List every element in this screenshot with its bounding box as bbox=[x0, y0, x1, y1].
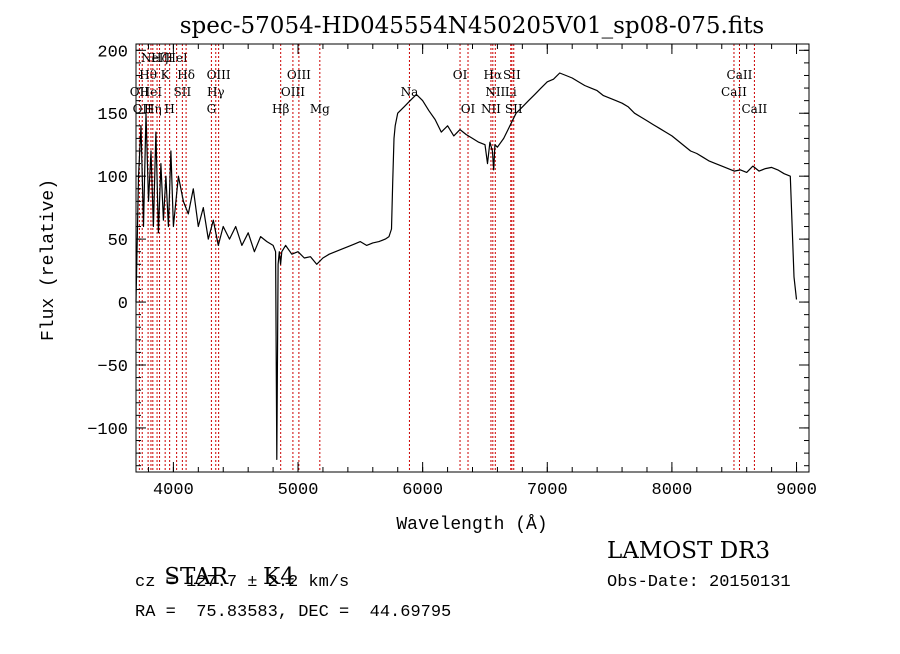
marker-label-29: CaII bbox=[727, 68, 753, 82]
x-tick-label: 9000 bbox=[776, 481, 817, 500]
y-tick-label: −50 bbox=[97, 358, 128, 377]
observation-date: Obs-Date: 20150131 bbox=[607, 573, 791, 592]
y-tick-label: 200 bbox=[97, 43, 128, 62]
marker-label-8: H bbox=[164, 102, 174, 116]
marker-label-21: OI bbox=[461, 102, 476, 116]
coordinates-readout: RA = 75.83583, DEC = 44.69795 bbox=[135, 603, 452, 622]
y-tick-label: −100 bbox=[87, 421, 128, 440]
marker-label-17: OIII bbox=[287, 68, 311, 82]
marker-label-3: HeI bbox=[140, 85, 163, 99]
class-label: STAR bbox=[164, 564, 229, 590]
marker-label-24: NII bbox=[485, 85, 505, 99]
chart-title: spec-57054-HD045554N450205V01_sp08-075.f… bbox=[180, 13, 765, 39]
marker-label-22: NII bbox=[481, 102, 501, 116]
marker-label-27: SII bbox=[505, 102, 523, 116]
y-tick-label: 150 bbox=[97, 106, 128, 125]
marker-label-23: Hα bbox=[484, 68, 503, 82]
marker-label-18: Mg bbox=[310, 102, 330, 116]
spectrum-series-0 bbox=[135, 72, 798, 460]
marker-label-11: Hδ bbox=[177, 68, 195, 82]
x-tick-label: 5000 bbox=[278, 481, 319, 500]
marker-label-13: Hγ bbox=[207, 85, 225, 99]
y-tick-label: 50 bbox=[108, 232, 128, 251]
x-tick-label: 4000 bbox=[153, 481, 194, 500]
marker-label-19: Na bbox=[401, 85, 419, 99]
spectral-line-markers: OIIOIIHθHeIHηNeIIIHζKHHeISIIHδGHγOIIIHβO… bbox=[130, 44, 768, 472]
x-tick-label: 8000 bbox=[652, 481, 693, 500]
marker-label-2: Hθ bbox=[139, 68, 157, 82]
marker-label-9: HeI bbox=[165, 51, 188, 65]
y-tick-label: 100 bbox=[97, 169, 128, 188]
marker-label-26: SII bbox=[503, 68, 521, 82]
marker-label-28: CaII bbox=[721, 85, 747, 99]
marker-label-16: OIII bbox=[281, 85, 305, 99]
marker-label-15: Hβ bbox=[272, 102, 289, 116]
marker-label-25: Li bbox=[505, 85, 517, 99]
marker-label-6: Hζ bbox=[151, 51, 168, 65]
object-class: STAR K4 bbox=[135, 538, 295, 616]
marker-label-12: G bbox=[207, 102, 217, 116]
marker-label-20: OI bbox=[453, 68, 468, 82]
x-tick-label: 7000 bbox=[527, 481, 568, 500]
subclass-label: K4 bbox=[263, 564, 295, 590]
axis-ticks: 4000 5000 6000 7000 8000 9000 −100 −50 0 50 100 150… bbox=[87, 43, 817, 500]
marker-label-10: SII bbox=[174, 85, 192, 99]
x-axis-label: Wavelength (Å) bbox=[396, 514, 547, 535]
marker-label-30: CaII bbox=[741, 102, 767, 116]
velocity-readout: cz = 127.7 ± 2.2 km/s bbox=[135, 573, 350, 592]
y-tick-label: 0 bbox=[118, 295, 128, 314]
marker-label-4: Hη bbox=[144, 102, 162, 116]
marker-label-7: K bbox=[161, 68, 171, 82]
series-layer bbox=[135, 72, 798, 460]
survey-label: LAMOST DR3 bbox=[607, 538, 771, 564]
marker-label-1: OII bbox=[133, 102, 153, 116]
x-tick-label: 6000 bbox=[402, 481, 443, 500]
marker-label-14: OIII bbox=[207, 68, 231, 82]
marker-label-0: OII bbox=[130, 85, 150, 99]
y-axis-label: Flux (relative) bbox=[39, 179, 59, 341]
